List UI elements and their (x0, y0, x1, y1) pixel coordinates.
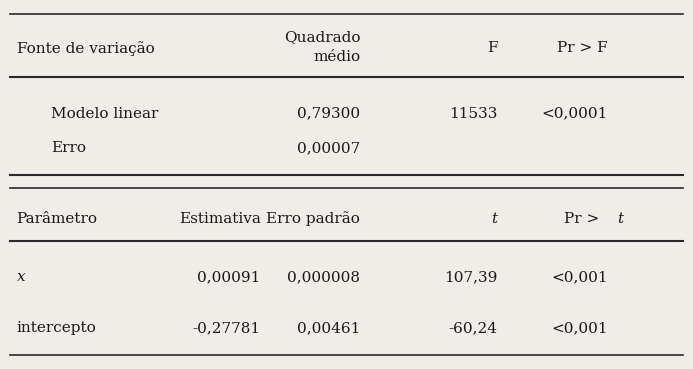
Text: 0,00461: 0,00461 (297, 321, 360, 335)
Text: 0,000008: 0,000008 (288, 270, 360, 284)
Text: -0,27781: -0,27781 (193, 321, 261, 335)
Text: Erro: Erro (51, 141, 86, 155)
Text: 107,39: 107,39 (444, 270, 498, 284)
Text: Parâmetro: Parâmetro (17, 212, 98, 226)
Text: <0,0001: <0,0001 (541, 107, 608, 121)
Text: t: t (617, 212, 623, 226)
Text: Pr >: Pr > (564, 212, 604, 226)
Text: <0,001: <0,001 (551, 270, 608, 284)
Text: Erro padrão: Erro padrão (266, 211, 360, 227)
Text: Estimativa: Estimativa (179, 212, 261, 226)
Text: intercepto: intercepto (17, 321, 96, 335)
Text: 0,00007: 0,00007 (297, 141, 360, 155)
Text: Fonte de variação: Fonte de variação (17, 41, 155, 56)
Text: Quadrado: Quadrado (283, 30, 360, 44)
Text: 0,00091: 0,00091 (198, 270, 261, 284)
Text: médio: médio (313, 50, 360, 64)
Text: Pr > F: Pr > F (557, 41, 608, 55)
Text: 11533: 11533 (449, 107, 498, 121)
Text: x: x (17, 270, 25, 284)
Text: F: F (487, 41, 498, 55)
Text: -60,24: -60,24 (449, 321, 498, 335)
Text: 0,79300: 0,79300 (297, 107, 360, 121)
Text: t: t (491, 212, 498, 226)
Text: <0,001: <0,001 (551, 321, 608, 335)
Text: Modelo linear: Modelo linear (51, 107, 158, 121)
